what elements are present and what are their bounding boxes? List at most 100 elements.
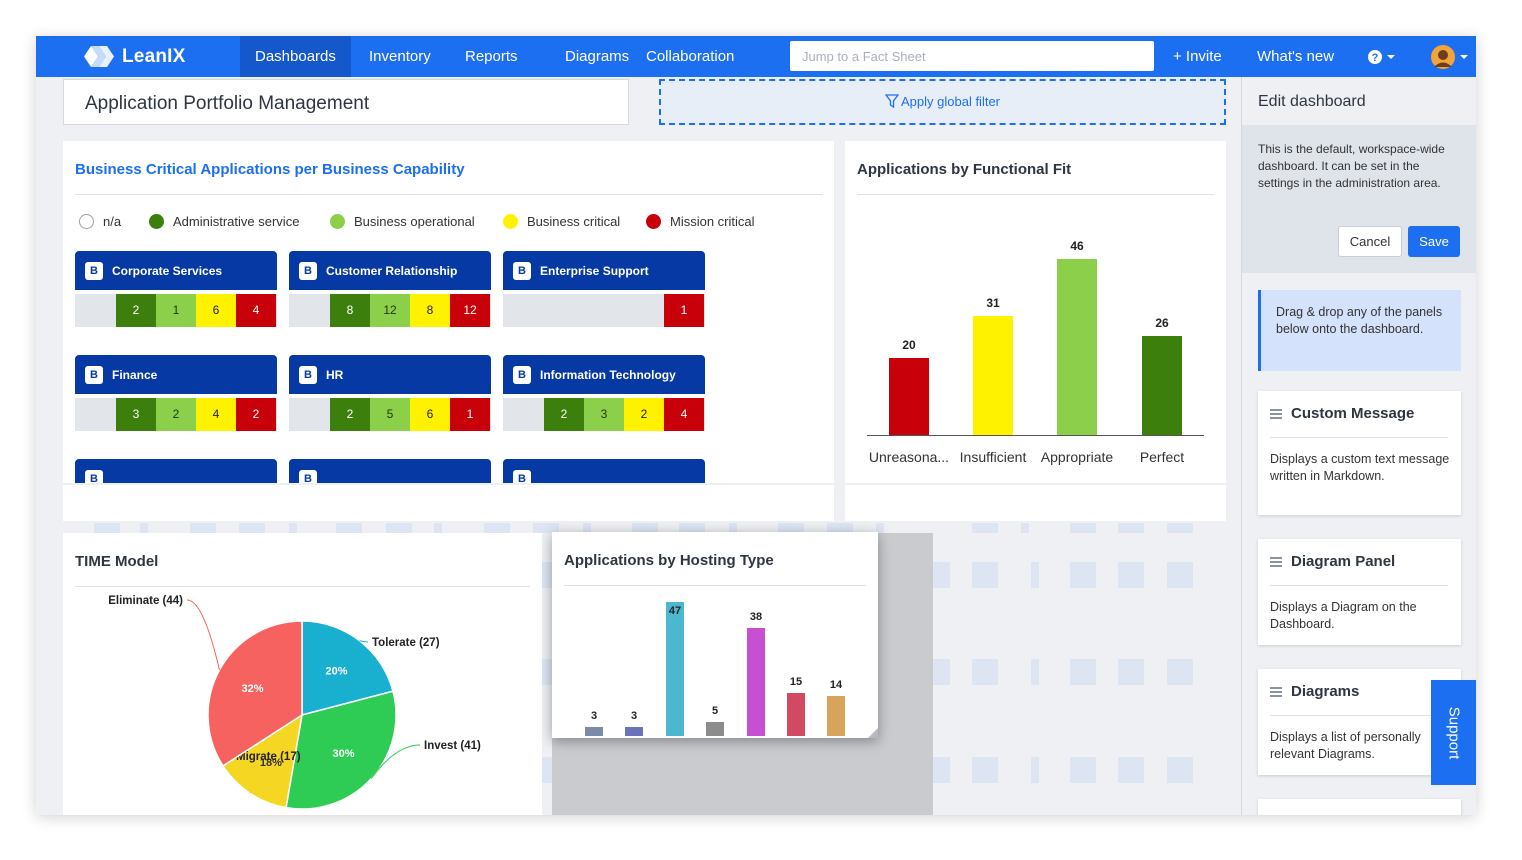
pie-slice[interactable] <box>301 620 394 716</box>
capability-card[interactable]: B Corporate Services 2 1 6 4 <box>75 251 277 327</box>
functional-fit-bar[interactable] <box>889 358 929 435</box>
criticality-cell[interactable]: 5 <box>370 398 410 431</box>
capability-card-header[interactable]: B <box>503 459 705 483</box>
grid-placeholder-tile <box>827 523 853 533</box>
hosting-type-bar[interactable] <box>585 727 603 736</box>
capability-card-header[interactable]: B HR <box>289 355 491 394</box>
capability-badge: B <box>85 262 103 280</box>
capability-badge: B <box>513 366 531 384</box>
hosting-type-bar[interactable] <box>625 727 643 736</box>
functional-fit-panel[interactable]: Applications by Functional Fit 20 Unreaso… <box>845 141 1226 483</box>
criticality-cell[interactable]: 3 <box>584 398 624 431</box>
apply-global-filter-button[interactable]: Apply global filter <box>659 79 1226 125</box>
criticality-cell[interactable]: 12 <box>370 294 410 327</box>
pie-slice[interactable] <box>207 620 303 767</box>
drag-drop-hint: Drag & drop any of the panels below onto… <box>1258 290 1461 371</box>
panel-card-next[interactable] <box>1258 799 1461 815</box>
functional-fit-bar[interactable] <box>1057 259 1097 435</box>
capability-name: Information Technology <box>540 368 676 382</box>
capability-card[interactable]: B Enterprise Support 1 <box>503 251 705 327</box>
capability-panel[interactable]: Business Critical Applications per Busin… <box>63 141 834 483</box>
nav-collaboration[interactable]: Collaboration <box>646 48 735 65</box>
capability-card-header[interactable]: B Enterprise Support <box>503 251 705 290</box>
drag-handle-icon[interactable] <box>1270 408 1282 419</box>
criticality-cell[interactable]: 1 <box>664 294 704 327</box>
legend-label: Mission critical <box>670 214 755 229</box>
criticality-cell[interactable]: 2 <box>236 398 276 431</box>
fact-sheet-search-input[interactable] <box>790 41 1154 71</box>
grid-placeholder-tile <box>972 757 998 783</box>
save-button[interactable]: Save <box>1408 226 1460 257</box>
capability-card[interactable]: B <box>289 459 491 483</box>
capability-badge: B <box>299 470 317 483</box>
nav-diagrams[interactable]: Diagrams <box>565 48 630 65</box>
criticality-cell[interactable]: 8 <box>330 294 370 327</box>
brand-logo[interactable]: LeanIX <box>82 44 186 69</box>
sidebar-title: Edit dashboard <box>1258 93 1366 110</box>
functional-fit-bar[interactable] <box>973 316 1013 435</box>
grid-placeholder-tile <box>632 523 658 533</box>
hosting-type-bar[interactable] <box>787 693 805 736</box>
drag-handle-icon[interactable] <box>1270 686 1282 697</box>
criticality-cell[interactable]: 2 <box>544 398 584 431</box>
capability-card[interactable]: B <box>503 459 705 483</box>
criticality-cell[interactable]: 1 <box>156 294 196 327</box>
panel-footer <box>845 485 1226 521</box>
criticality-cell[interactable]: 2 <box>116 294 156 327</box>
invite-button[interactable]: + Invite <box>1173 48 1222 65</box>
support-tab[interactable]: Support <box>1431 680 1476 785</box>
pie-percent-label: 30% <box>333 748 355 760</box>
whats-new-link[interactable]: What's new <box>1257 48 1335 65</box>
criticality-cell[interactable]: 2 <box>624 398 664 431</box>
criticality-cell[interactable]: 6 <box>410 398 450 431</box>
nav-reports[interactable]: Reports <box>465 48 518 65</box>
resize-handle-icon[interactable] <box>868 728 878 738</box>
hosting-type-panel[interactable]: Applications by Hosting Type 3 3 47 5 38 15 14 <box>552 532 878 738</box>
criticality-cell[interactable]: 8 <box>410 294 450 327</box>
capability-card[interactable]: B HR 2 5 6 1 <box>289 355 491 431</box>
app-window: LeanIX Dashboards Inventory Reports Diag… <box>36 36 1476 815</box>
nav-dashboards[interactable]: Dashboards <box>240 36 351 77</box>
capability-card-header[interactable]: B <box>289 459 491 483</box>
cancel-button[interactable]: Cancel <box>1338 226 1402 257</box>
criticality-cell[interactable]: 6 <box>196 294 236 327</box>
capability-card-header[interactable]: B Information Technology <box>503 355 705 394</box>
criticality-cell[interactable]: 4 <box>196 398 236 431</box>
capability-card-header[interactable]: B Customer Relationship <box>289 251 491 290</box>
hosting-type-bar[interactable] <box>747 627 765 736</box>
capability-card-header[interactable]: B Corporate Services <box>75 251 277 290</box>
hosting-type-bar[interactable] <box>666 602 684 736</box>
drag-handle-icon[interactable] <box>1270 556 1282 567</box>
help-menu-icon[interactable]: ? <box>1367 48 1397 66</box>
time-model-panel[interactable]: TIME Model 20% Tolerate (27) 30% Invest (41… <box>63 533 542 815</box>
edit-dashboard-sidebar: Edit dashboard This is the default, work… <box>1241 77 1476 815</box>
panel-card-diagram-panel[interactable]: Diagram Panel Displays a Diagram on the … <box>1258 539 1461 645</box>
capability-card-header[interactable]: B Finance <box>75 355 277 394</box>
criticality-cell[interactable]: 1 <box>450 398 490 431</box>
grid-placeholder-tile <box>972 562 998 588</box>
criticality-cell[interactable]: 4 <box>664 398 704 431</box>
divider <box>857 194 1214 195</box>
grid-placeholder-tile <box>1031 659 1039 685</box>
capability-card[interactable]: B Information Technology 2 3 2 4 <box>503 355 705 431</box>
hosting-type-bar[interactable] <box>827 696 845 736</box>
bar-value-label: 20 <box>902 338 916 353</box>
user-avatar-icon[interactable] <box>1430 44 1472 70</box>
criticality-cell[interactable]: 2 <box>156 398 196 431</box>
functional-fit-bar[interactable] <box>1142 335 1182 435</box>
nav-inventory[interactable]: Inventory <box>369 48 431 65</box>
capability-name: Enterprise Support <box>540 264 649 278</box>
pie-percent-label: 18% <box>260 757 282 769</box>
capability-card[interactable]: B Finance 3 2 4 2 <box>75 355 277 431</box>
criticality-cell[interactable]: 4 <box>236 294 276 327</box>
hosting-type-bar[interactable] <box>706 721 724 736</box>
capability-card[interactable]: B <box>75 459 277 483</box>
criticality-cell[interactable]: 12 <box>450 294 490 327</box>
capability-card-header[interactable]: B <box>75 459 277 483</box>
capability-card[interactable]: B Customer Relationship 8 12 8 12 <box>289 251 491 327</box>
panel-card-custom-message[interactable]: Custom Message Displays a custom text me… <box>1258 391 1461 515</box>
panel-card-diagrams[interactable]: Diagrams Displays a list of personally r… <box>1258 669 1461 775</box>
criticality-cell[interactable]: 2 <box>330 398 370 431</box>
criticality-cell[interactable]: 3 <box>116 398 156 431</box>
